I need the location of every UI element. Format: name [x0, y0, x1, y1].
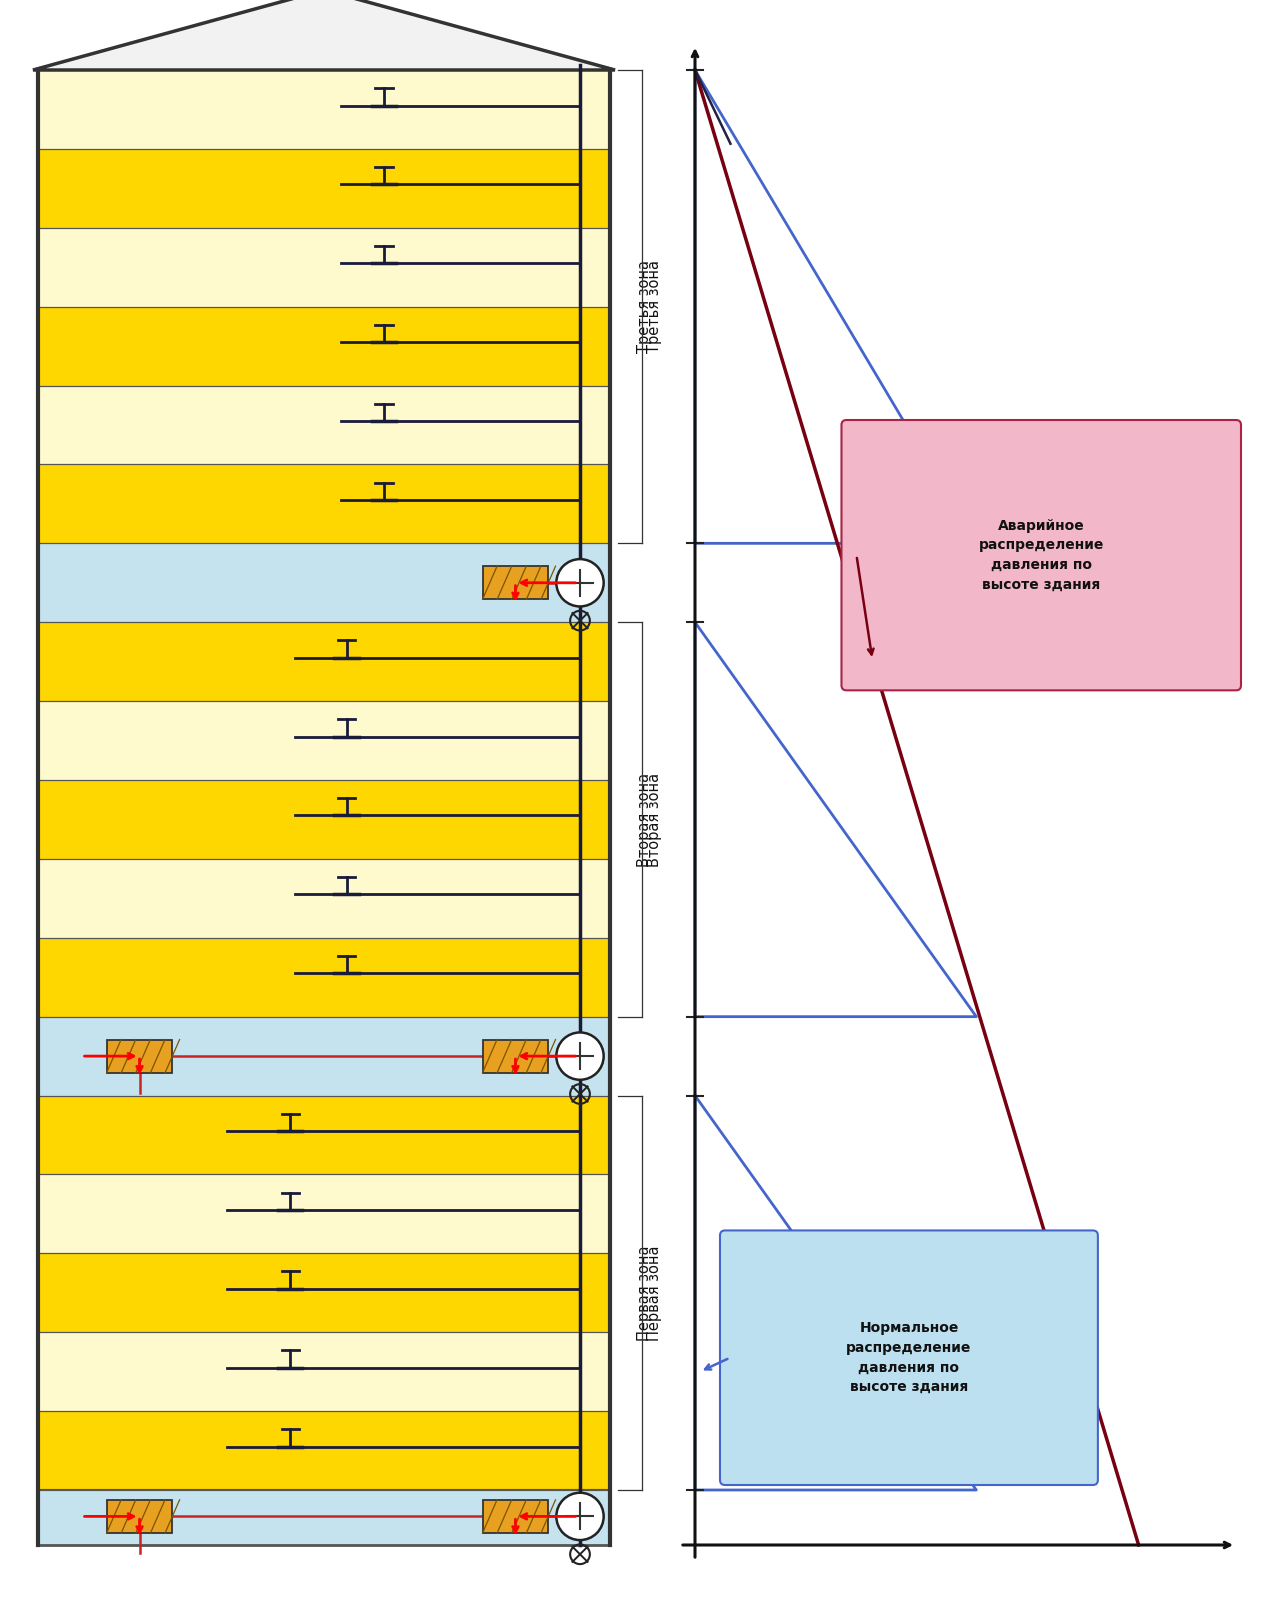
Bar [38, 701, 610, 781]
Bar [38, 386, 610, 464]
Text: Нормальное
распределение
давления по
высоте здания: Нормальное распределение давления по выс… [846, 1322, 971, 1394]
Bar [38, 1016, 610, 1096]
FancyBboxPatch shape [720, 1230, 1098, 1485]
Bar [38, 464, 610, 544]
Polygon shape [33, 0, 615, 70]
Bar [38, 307, 610, 386]
Text: Аварийное
распределение
давления по
высоте здания: Аварийное распределение давления по высо… [979, 518, 1104, 592]
FancyBboxPatch shape [842, 419, 1241, 690]
Bar [482, 566, 548, 600]
Bar [38, 1096, 610, 1174]
Bar [106, 1040, 172, 1072]
Bar [38, 781, 610, 859]
Text: Первая зона: Первая зона [647, 1245, 662, 1341]
Bar [38, 622, 610, 701]
Bar [106, 1499, 172, 1533]
Bar [38, 1253, 610, 1333]
Bar [38, 1174, 610, 1253]
Circle shape [556, 1493, 604, 1541]
Circle shape [556, 558, 604, 606]
Bar [38, 1490, 610, 1546]
Text: Третья зона: Третья зона [647, 261, 662, 354]
Bar [482, 1499, 548, 1533]
Bar [38, 1333, 610, 1411]
Bar [38, 149, 610, 227]
Text: Вторая зона: Вторая зона [647, 773, 662, 867]
Bar [38, 938, 610, 1016]
Text: Вторая зона: Вторая зона [638, 773, 652, 867]
Bar [38, 227, 610, 307]
Text: Третья зона: Третья зона [638, 261, 652, 354]
Bar [38, 544, 610, 622]
Bar [38, 1411, 610, 1490]
Text: Первая зона: Первая зона [638, 1245, 652, 1341]
Bar [38, 859, 610, 938]
Bar [38, 70, 610, 149]
Circle shape [556, 1032, 604, 1080]
Bar [482, 1040, 548, 1072]
